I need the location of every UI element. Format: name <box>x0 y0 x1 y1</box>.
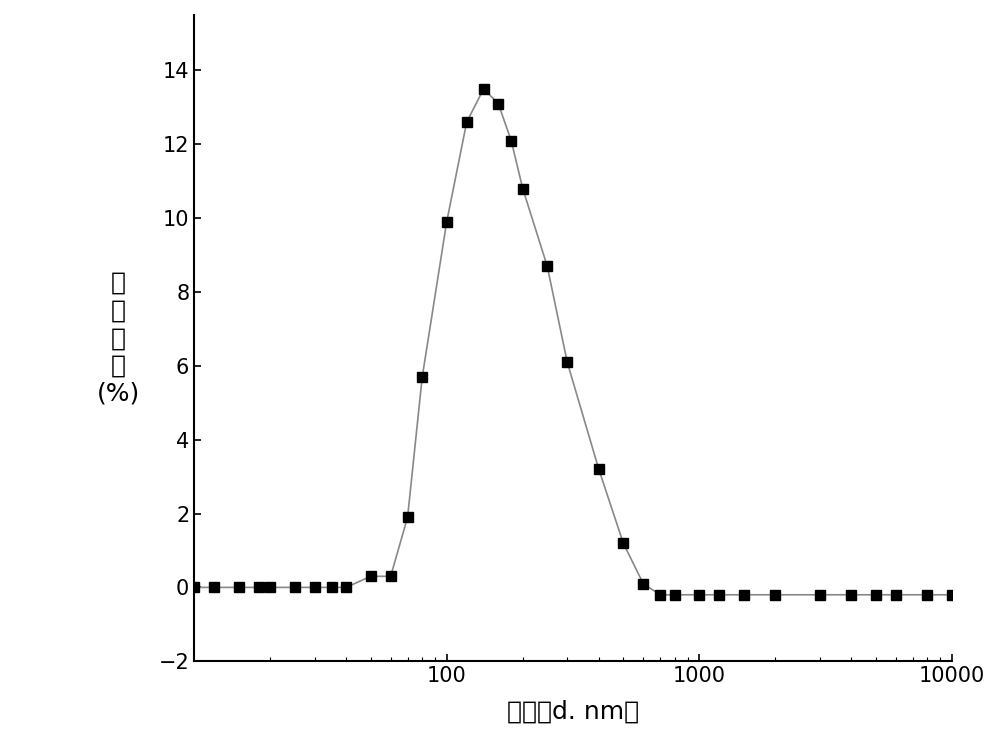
Text: 体
积
分
数
(%): 体 积 分 数 (%) <box>97 270 140 406</box>
X-axis label: 粒径（d. nm）: 粒径（d. nm） <box>507 700 639 724</box>
